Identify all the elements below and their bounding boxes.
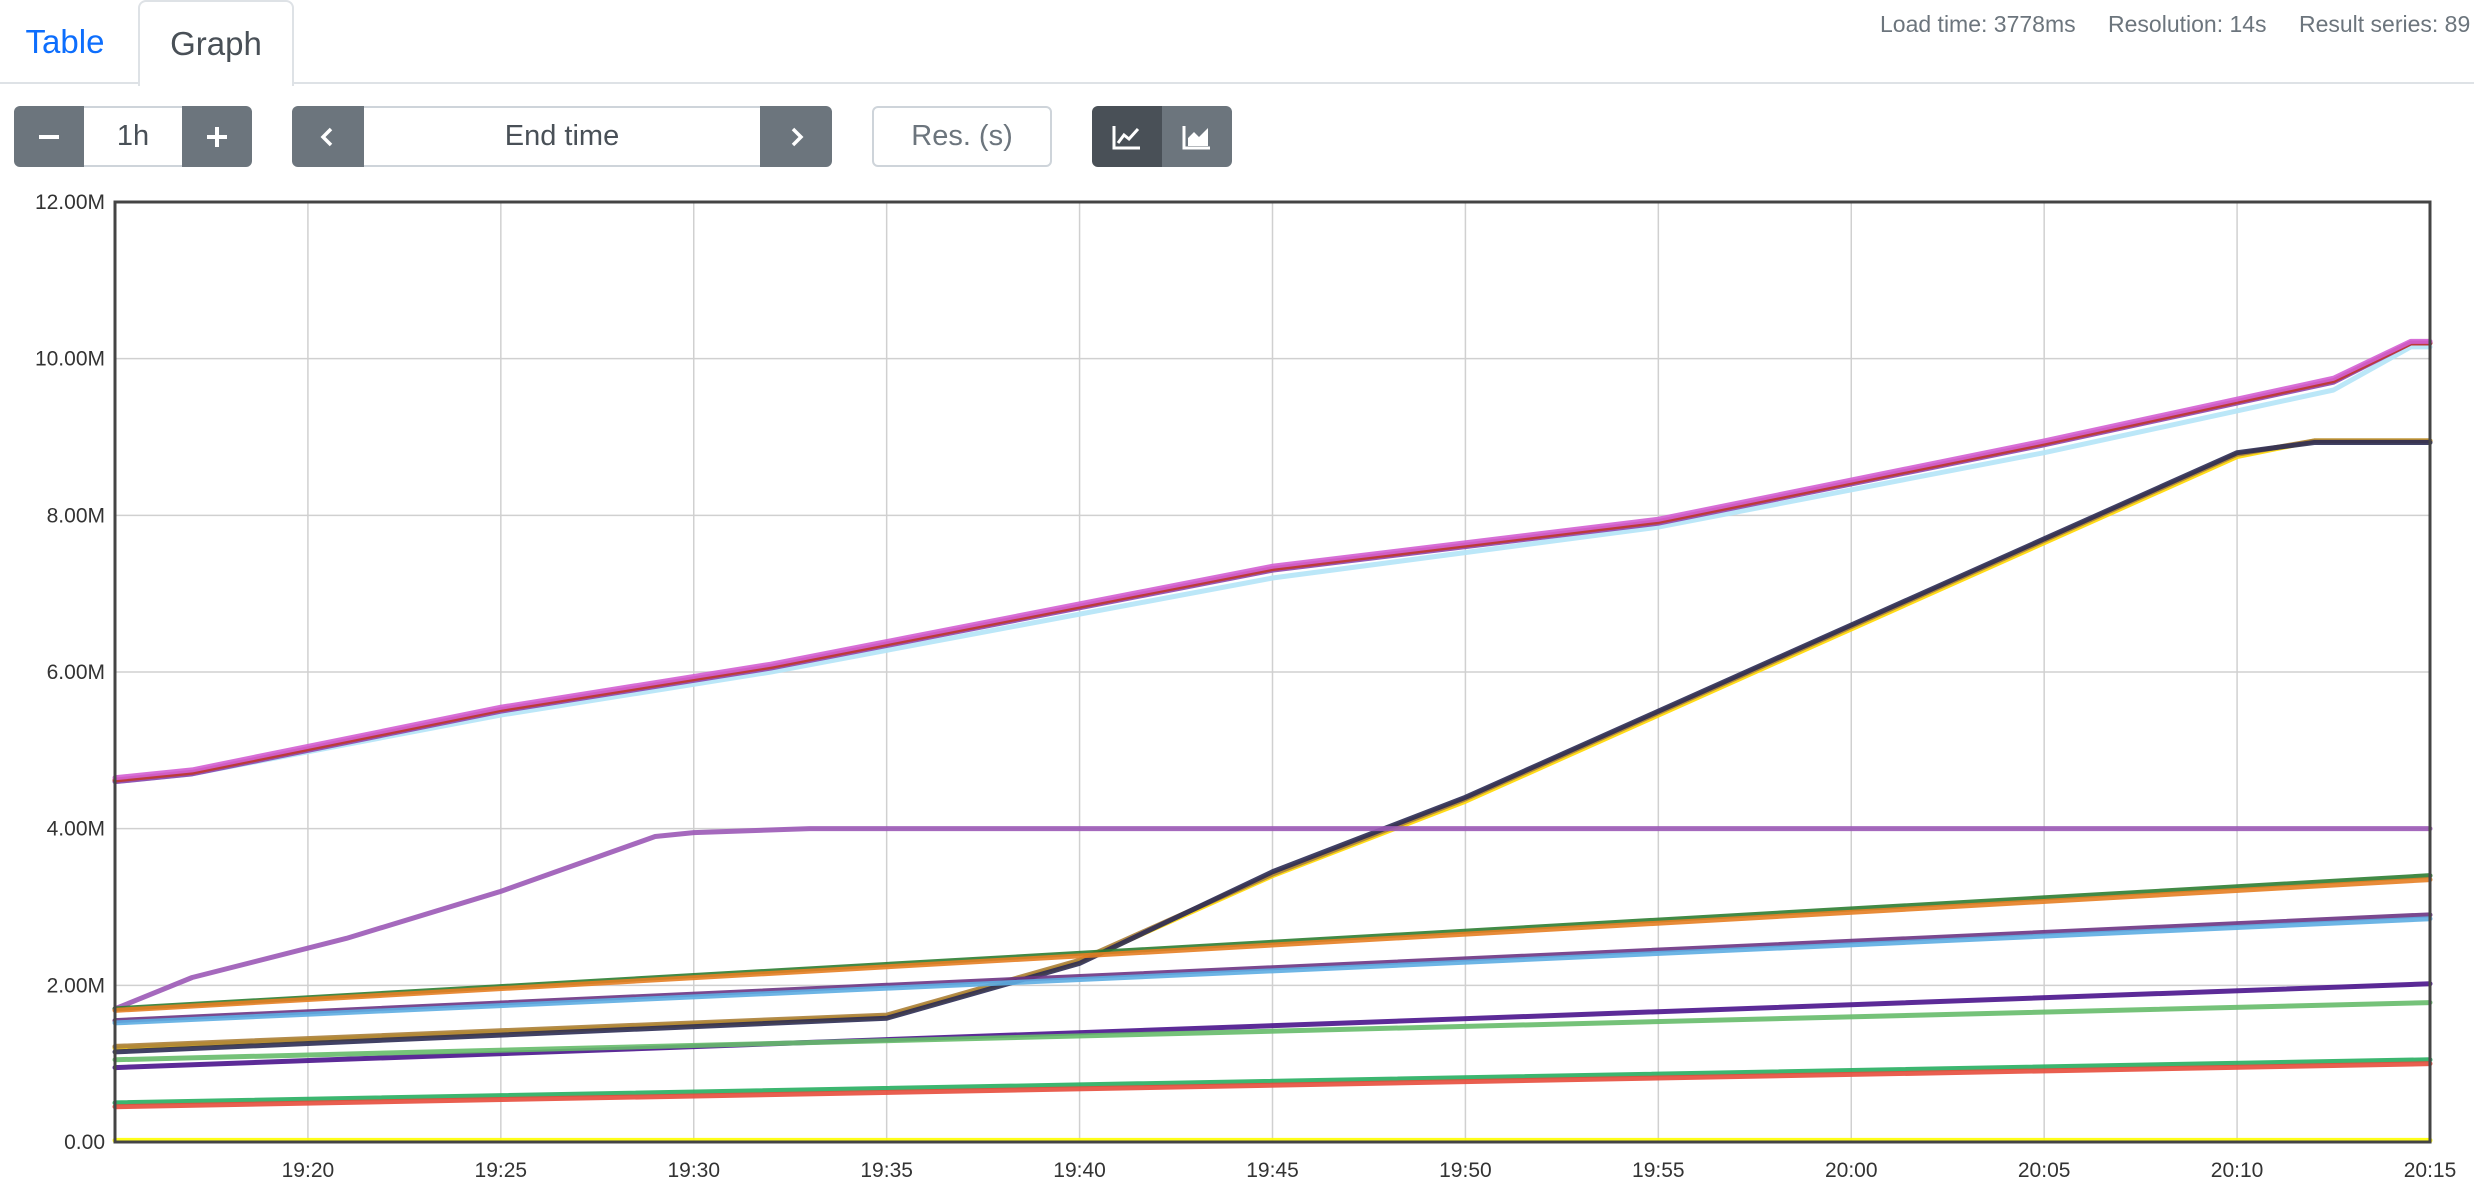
x-tick-label: 19:35: [860, 1159, 913, 1182]
decrease-range-button[interactable]: [14, 106, 84, 167]
x-tick-label: 19:50: [1439, 1159, 1492, 1182]
chevron-right-icon: [791, 127, 804, 146]
x-tick-label: 19:45: [1246, 1159, 1299, 1182]
x-tick-label: 19:30: [667, 1159, 720, 1182]
y-tick-label: 4.00M: [47, 818, 105, 841]
series-line: [112, 981, 2433, 1071]
y-tick-label: 8.00M: [47, 504, 105, 527]
x-tick-label: 20:00: [1825, 1159, 1878, 1182]
chart-mode-toggle: [1092, 106, 1232, 167]
resolution-stat: Resolution: 14s: [2108, 11, 2267, 37]
y-tick-label: 0.00: [64, 1131, 105, 1154]
plot-frame: [113, 200, 2432, 1144]
plus-icon: [207, 126, 227, 147]
series-line: [112, 1061, 2433, 1110]
series-line: [112, 826, 2433, 1012]
y-tick-label: 6.00M: [47, 661, 105, 684]
increase-range-button[interactable]: [182, 106, 252, 167]
range-input[interactable]: 1h: [84, 106, 182, 167]
resolution-input[interactable]: Res. (s): [872, 106, 1052, 167]
x-tick-label: 20:05: [2018, 1159, 2071, 1182]
series-line: [112, 916, 2433, 1026]
time-series-chart: 0.00 2.00M 4.00M 6.00M 8.00M 10.00M 12.00M 19:2…: [35, 191, 2457, 1182]
series-line: [112, 338, 2433, 781]
next-time-button[interactable]: [760, 106, 832, 167]
series-line: [112, 912, 2433, 1024]
series-line: [112, 1057, 2433, 1106]
x-tick-label: 19:55: [1632, 1159, 1685, 1182]
tab-graph[interactable]: Graph: [138, 0, 294, 86]
x-tick-label: 19:25: [475, 1159, 528, 1182]
area-chart-icon: [1182, 125, 1210, 149]
previous-time-button[interactable]: [292, 106, 364, 167]
series-line: [112, 877, 2433, 1013]
y-tick-label: 2.00M: [47, 974, 105, 997]
chevron-left-icon: [320, 127, 333, 146]
end-time-control: End time: [292, 106, 832, 167]
end-time-input[interactable]: End time: [364, 106, 760, 167]
x-tick-label: 19:40: [1053, 1159, 1106, 1182]
minus-icon: [39, 134, 59, 139]
load-time: Load time: 3778ms: [1880, 11, 2076, 37]
line-chart-icon: [1112, 125, 1140, 149]
query-stats: Load time: 3778ms Resolution: 14s Result…: [1880, 6, 2474, 42]
series-line: [112, 1000, 2433, 1063]
tab-table[interactable]: Table: [25, 23, 105, 60]
range-control: 1h: [14, 106, 252, 167]
x-tick-label: 20:15: [2404, 1159, 2457, 1182]
line-mode-button[interactable]: [1092, 106, 1162, 167]
stacked-mode-button[interactable]: [1162, 106, 1232, 167]
y-tick-label: 12.00M: [35, 191, 105, 214]
result-series-stat: Result series: 89: [2298, 11, 2471, 37]
y-tick-label: 10.00M: [35, 348, 105, 371]
tab-bar: Table Graph Load time: 3778ms Resolution…: [0, 0, 2474, 86]
x-tick-label: 20:10: [2211, 1159, 2264, 1182]
x-tick-label: 19:20: [282, 1159, 335, 1182]
